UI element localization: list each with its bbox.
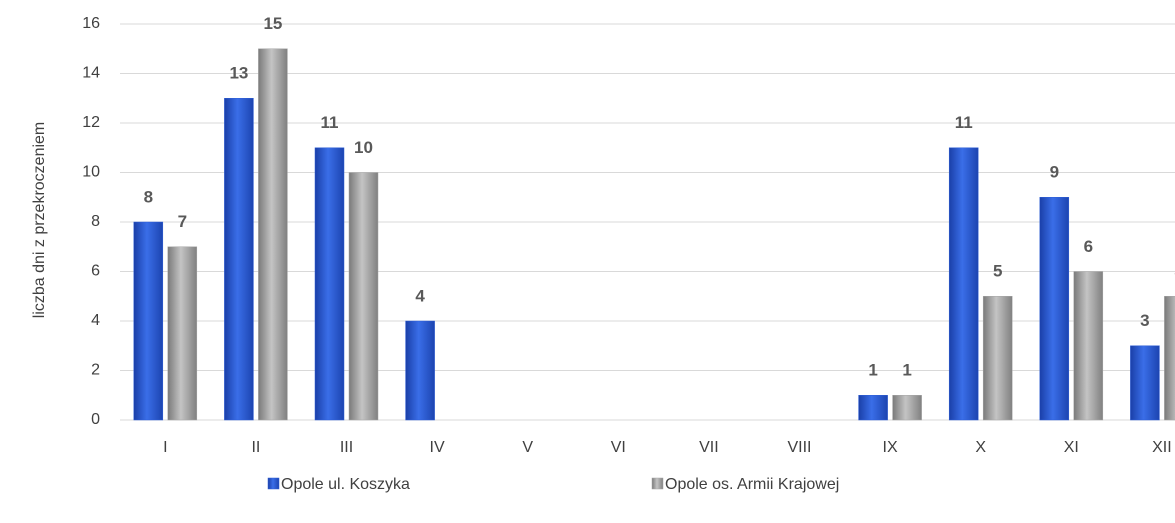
bar [1164, 296, 1175, 421]
bar [348, 172, 379, 421]
x-tick-label: II [251, 439, 260, 456]
bar [1130, 345, 1160, 421]
value-label: 6 [1084, 237, 1093, 256]
legend-label: Opole ul. Koszyka [281, 476, 410, 493]
y-tick-label: 8 [91, 213, 100, 230]
x-tick-label: X [975, 439, 986, 456]
y-tick-label: 4 [91, 312, 100, 329]
x-tick-label: IX [883, 439, 898, 456]
value-label: 1 [868, 361, 877, 380]
value-label: 3 [1140, 311, 1149, 330]
x-tick-label: XII [1152, 439, 1172, 456]
bar [167, 246, 198, 421]
bar [892, 395, 922, 421]
x-tick-label: I [163, 439, 167, 456]
legend-swatch [267, 477, 280, 490]
x-tick-label: VIII [787, 439, 811, 456]
value-label: 13 [229, 64, 248, 83]
bar [224, 98, 254, 421]
value-label: 5 [993, 262, 1002, 281]
y-tick-label: 14 [82, 65, 100, 82]
value-label: 11 [321, 113, 339, 132]
x-tick-label: III [340, 439, 353, 456]
bar [314, 147, 345, 421]
x-tick-label: IV [430, 439, 445, 456]
bar [1073, 271, 1104, 421]
legend-label: Opole os. Armii Krajowej [665, 476, 839, 493]
y-axis-label: liczba dni z przekroczeniem [31, 122, 48, 319]
x-tick-label: XI [1064, 439, 1079, 456]
value-label: 11 [955, 113, 973, 132]
y-tick-label: 0 [91, 411, 100, 428]
y-tick-label: 6 [91, 263, 100, 280]
legend-swatch [651, 477, 664, 490]
value-label: 1 [902, 361, 911, 380]
bar [858, 395, 888, 421]
bar [948, 147, 979, 421]
bar [405, 320, 435, 421]
value-label: 8 [144, 187, 153, 206]
bar [982, 296, 1013, 421]
x-tick-label: VII [699, 439, 719, 456]
bar [1039, 197, 1070, 421]
y-tick-label: 2 [91, 362, 100, 379]
bar [258, 48, 288, 421]
bar [133, 221, 164, 421]
value-label: 4 [415, 286, 425, 305]
y-tick-label: 16 [82, 15, 100, 32]
y-tick-label: 12 [82, 114, 100, 131]
value-label: 9 [1050, 163, 1059, 182]
value-label: 15 [263, 14, 282, 33]
value-label: 7 [178, 212, 187, 231]
y-tick-label: 10 [82, 164, 100, 181]
x-tick-label: V [522, 439, 533, 456]
x-tick-label: VI [611, 439, 626, 456]
value-label: 10 [354, 138, 373, 157]
